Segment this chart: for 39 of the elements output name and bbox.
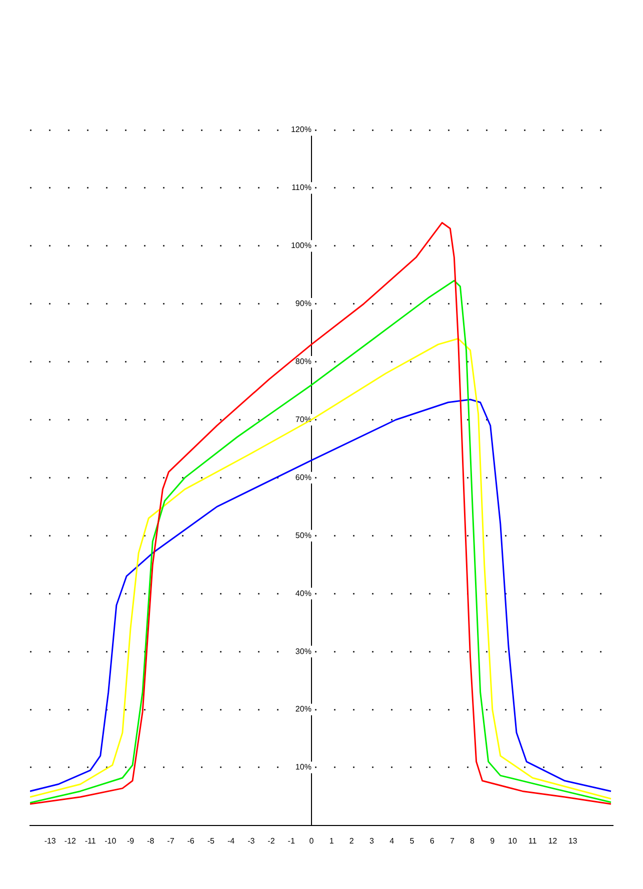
x-tick-label: 4 (390, 836, 395, 846)
x-tick-label: -10 (104, 836, 117, 846)
y-tick-label: 90% (295, 299, 312, 308)
y-tick-label: 30% (295, 646, 312, 656)
x-tick-label: -2 (268, 836, 276, 846)
x-tick-label: 5 (410, 836, 415, 846)
y-tick-label: 50% (295, 530, 312, 540)
x-tick-label: 11 (528, 836, 538, 846)
x-tick-label: 8 (470, 836, 476, 846)
x-tick-label: 2 (349, 836, 354, 846)
x-tick-label: -4 (227, 836, 236, 846)
y-tick-label: 10% (295, 762, 312, 772)
x-tick-label: -12 (64, 836, 77, 846)
x-tick-label: -1 (288, 836, 296, 846)
x-tick-label: -8 (147, 836, 155, 846)
x-tick-label: 12 (548, 836, 558, 846)
y-tick-label: 110% (292, 183, 312, 192)
y-tick-label: 100% (290, 241, 312, 250)
y-tick-label: 40% (295, 588, 312, 598)
x-tick-label: -11 (84, 836, 96, 846)
y-tick-label: 80% (295, 357, 312, 366)
x-tick-label: -7 (167, 836, 175, 846)
y-tick-label: 70% (295, 414, 312, 424)
x-tick-label: 9 (490, 836, 496, 846)
y-tick-label: 60% (295, 472, 312, 482)
x-tick-label: 7 (450, 836, 455, 846)
x-tick-label: 0 (309, 836, 314, 846)
y-tick-label: 120% (290, 125, 312, 134)
x-tick-label: 10 (508, 836, 518, 846)
x-tick-label: -3 (248, 836, 256, 846)
x-tick-label: -5 (207, 836, 216, 846)
x-tick-label: -9 (126, 836, 135, 846)
x-tick-label: 3 (370, 836, 375, 846)
x-tick-label: 1 (329, 836, 334, 846)
x-tick-label: -6 (187, 836, 195, 846)
x-tick-label: 6 (430, 836, 435, 846)
x-tick-label: 13 (568, 836, 578, 846)
y-tick-label: 20% (295, 704, 312, 714)
x-tick-label: -13 (44, 836, 56, 846)
